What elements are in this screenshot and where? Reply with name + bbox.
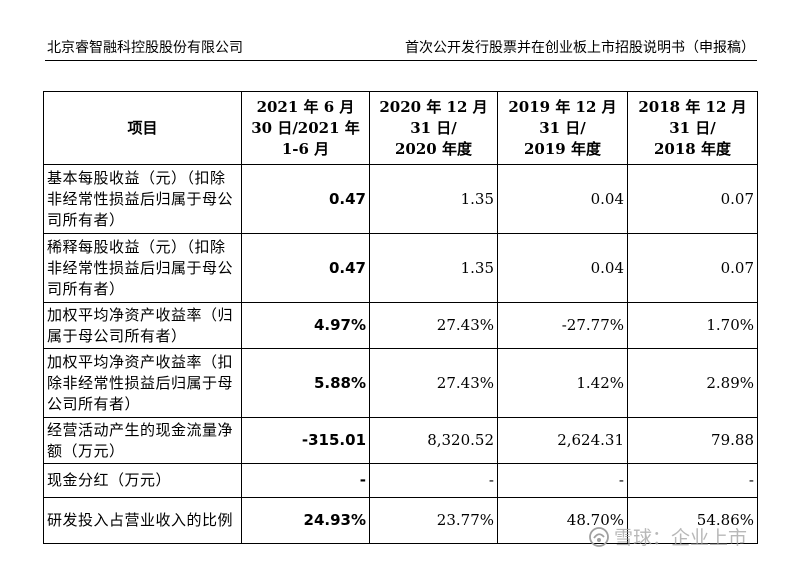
table-cell: 5.88% xyxy=(241,348,370,418)
column-header-2019: 2019 年 12 月 31 日/ 2019 年度 xyxy=(497,91,628,165)
table-cell: - xyxy=(241,463,370,498)
row-label: 现金分红（万元） xyxy=(43,463,242,498)
table-cell: -315.01 xyxy=(241,417,370,464)
table-cell: - xyxy=(369,463,498,498)
table-cell: 27.43% xyxy=(369,302,498,349)
table-cell: 2.89% xyxy=(627,348,758,418)
table-row: 现金分红（万元） - - - - xyxy=(43,463,758,498)
financial-indicators-table: 项目 2021 年 6 月 30 日/2021 年 1-6 月 2020 年 1… xyxy=(43,91,758,544)
table-cell: 54.86% xyxy=(627,497,758,544)
table-cell: 0.07 xyxy=(627,164,758,234)
page-header: 北京睿智融科控股股份有限公司 首次公开发行股票并在创业板上市招股说明书（申报稿） xyxy=(45,37,755,59)
table-header-row: 项目 2021 年 6 月 30 日/2021 年 1-6 月 2020 年 1… xyxy=(43,91,758,165)
table-row: 研发投入占营业收入的比例 24.93% 23.77% 48.70% 54.86% xyxy=(43,497,758,544)
column-header-2020: 2020 年 12 月 31 日/ 2020 年度 xyxy=(369,91,498,165)
header-divider xyxy=(45,60,757,61)
row-label: 研发投入占营业收入的比例 xyxy=(43,497,242,544)
table-cell: 1.35 xyxy=(369,233,498,303)
column-header-2021h1: 2021 年 6 月 30 日/2021 年 1-6 月 xyxy=(241,91,370,165)
table-cell: 1.42% xyxy=(497,348,628,418)
table-row: 经营活动产生的现金流量净额（万元） -315.01 8,320.52 2,624… xyxy=(43,417,758,464)
table-row: 加权平均净资产收益率（扣除非经常性损益后归属于母公司所有者） 5.88% 27.… xyxy=(43,348,758,418)
table-cell: 48.70% xyxy=(497,497,628,544)
document-title: 首次公开发行股票并在创业板上市招股说明书（申报稿） xyxy=(405,40,755,56)
row-label: 基本每股收益（元）（扣除非经常性损益后归属于母公司所有者） xyxy=(43,164,242,234)
table-cell: 4.97% xyxy=(241,302,370,349)
table-cell: - xyxy=(497,463,628,498)
table-cell: 0.47 xyxy=(241,164,370,234)
table-cell: 0.04 xyxy=(497,164,628,234)
table-cell: 23.77% xyxy=(369,497,498,544)
table-cell: 27.43% xyxy=(369,348,498,418)
table-cell: 0.47 xyxy=(241,233,370,303)
row-label: 加权平均净资产收益率（归属于母公司所有者） xyxy=(43,302,242,349)
table-cell: 1.70% xyxy=(627,302,758,349)
watermark: 雪球：企业上市 xyxy=(588,523,747,553)
table-row: 基本每股收益（元）（扣除非经常性损益后归属于母公司所有者） 0.47 1.35 … xyxy=(43,164,758,234)
table-cell: 79.88 xyxy=(627,417,758,464)
column-header-2018: 2018 年 12 月 31 日/ 2018 年度 xyxy=(627,91,758,165)
snowball-logo-icon xyxy=(588,526,610,548)
table-row: 加权平均净资产收益率（归属于母公司所有者） 4.97% 27.43% -27.7… xyxy=(43,302,758,349)
table-cell: 2,624.31 xyxy=(497,417,628,464)
watermark-text: 雪球：企业上市 xyxy=(614,527,748,549)
table-cell: 24.93% xyxy=(241,497,370,544)
table-cell: 0.04 xyxy=(497,233,628,303)
row-label: 稀释每股收益（元）（扣除非经常性损益后归属于母公司所有者） xyxy=(43,233,242,303)
table-row: 稀释每股收益（元）（扣除非经常性损益后归属于母公司所有者） 0.47 1.35 … xyxy=(43,233,758,303)
row-label: 加权平均净资产收益率（扣除非经常性损益后归属于母公司所有者） xyxy=(43,348,242,418)
table-cell: 1.35 xyxy=(369,164,498,234)
table-cell: -27.77% xyxy=(497,302,628,349)
table-cell: 8,320.52 xyxy=(369,417,498,464)
column-header-item: 项目 xyxy=(43,91,242,165)
table-cell: - xyxy=(627,463,758,498)
table-cell: 0.07 xyxy=(627,233,758,303)
company-name: 北京睿智融科控股股份有限公司 xyxy=(47,40,243,56)
row-label: 经营活动产生的现金流量净额（万元） xyxy=(43,417,242,464)
